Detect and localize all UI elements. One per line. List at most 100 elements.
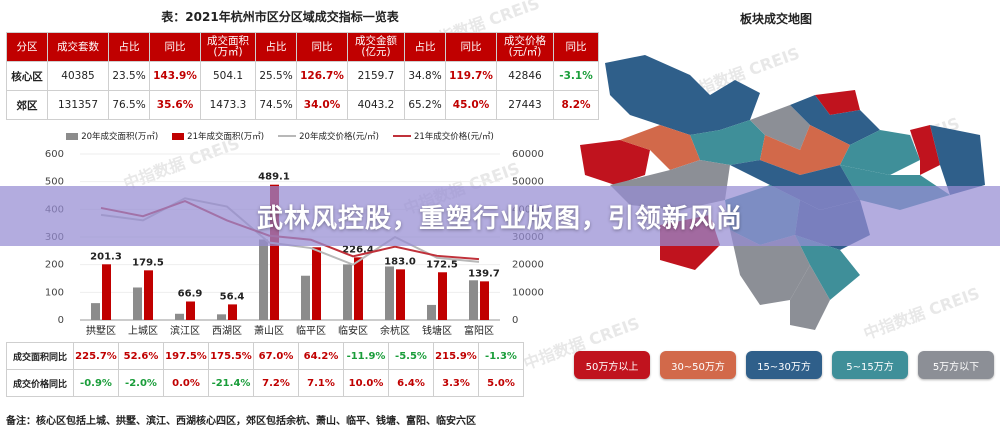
- table-cell: 225.7%: [73, 342, 119, 370]
- bar-2020-area: [91, 303, 100, 320]
- map-legend-item: 30~50万方: [660, 351, 736, 379]
- data-label: 226.4: [342, 244, 374, 255]
- bar-2021-area: [102, 264, 111, 320]
- table-header-row: 分区 成交套数 占比 同比 成交面积(万㎡) 占比 同比 成交金额(亿元) 占比…: [6, 32, 599, 62]
- table-header: 同比: [149, 32, 201, 62]
- y-tick-left: 200: [45, 260, 64, 271]
- table-cell: 52.6%: [118, 342, 164, 370]
- map-region: [930, 125, 985, 195]
- x-tick-label: 上城区: [128, 325, 158, 337]
- summary-table: 分区 成交套数 占比 同比 成交面积(万㎡) 占比 同比 成交金额(亿元) 占比…: [6, 32, 599, 120]
- map-legend-item: 15~30万方: [746, 351, 822, 379]
- table-cell: 35.6%: [149, 90, 201, 120]
- map-region: [815, 90, 860, 115]
- table-cell: 23.5%: [108, 61, 150, 91]
- bar-2021-area: [396, 269, 405, 320]
- data-label: 56.4: [220, 291, 245, 302]
- data-label: 66.9: [178, 288, 203, 299]
- bar-2021-area: [480, 281, 489, 320]
- table-cell: 215.9%: [433, 342, 479, 370]
- legend-label: 21年成交面积(万㎡): [187, 132, 265, 142]
- x-tick-label: 西湖区: [212, 325, 242, 337]
- bar-2021-area: [354, 257, 363, 320]
- map-region: [790, 265, 830, 330]
- table-cell: 74.5%: [255, 90, 297, 120]
- bar-2020-area: [217, 314, 226, 320]
- table-title: 表：2021年杭州市区分区域成交指标一览表: [161, 10, 399, 24]
- bar-2020-area: [301, 275, 310, 320]
- x-tick-label: 富阳区: [464, 324, 494, 337]
- bar-2021-area: [144, 270, 153, 320]
- y-tick-right: 60000: [512, 149, 544, 160]
- table-cell: -2.0%: [118, 369, 164, 397]
- table-cell: 34.8%: [404, 61, 446, 91]
- y-tick-right: 50000: [512, 177, 544, 188]
- map-legend-item: 50万方以上: [574, 351, 650, 379]
- data-label: 489.1: [258, 172, 290, 183]
- y-tick-right: 20000: [512, 260, 544, 271]
- table-cell: 8.2%: [553, 90, 599, 120]
- table-cell: 76.5%: [108, 90, 150, 120]
- map-region: [620, 125, 700, 170]
- table-header: 成交面积(万㎡): [200, 32, 256, 62]
- x-tick-label: 拱墅区: [86, 324, 116, 337]
- yoy-table: 成交面积同比 225.7% 52.6% 197.5% 175.5% 67.0% 64.2%…: [6, 342, 524, 397]
- data-label: 179.5: [132, 257, 164, 268]
- bar-2020-area: [175, 313, 184, 320]
- map-legend-item: 5万方以下: [918, 351, 994, 379]
- table-cell: 25.5%: [255, 61, 297, 91]
- table-cell: 10.0%: [343, 369, 389, 397]
- data-label: 201.3: [90, 251, 122, 262]
- table-cell: 6.4%: [388, 369, 434, 397]
- table-cell: 119.7%: [445, 61, 497, 91]
- table-header: 成交金额(亿元): [347, 32, 405, 62]
- table-cell: -1.3%: [478, 342, 524, 370]
- table-header: 同比: [445, 32, 497, 62]
- x-tick-label: 滨江区: [170, 324, 200, 337]
- legend-item: 21年成交面积(万㎡): [172, 130, 264, 142]
- table-row: 成交价格同比 -0.9% -2.0% 0.0% -21.4% 7.2% 7.1% 10.0%…: [6, 369, 524, 397]
- table-cell: 4043.2: [347, 90, 405, 120]
- footnote: 备注：核心区包括上城、拱墅、滨江、西湖核心四区，郊区包括余杭、萧山、临平、钱塘、…: [6, 416, 476, 427]
- map-region: [910, 125, 940, 175]
- bar-2021-area: [312, 247, 321, 320]
- map-title: 板块成交地图: [740, 12, 813, 26]
- y-tick-right: 10000: [512, 287, 544, 298]
- legend-label: 20年成交价格(元/㎡): [299, 132, 379, 142]
- x-tick-label: 临平区: [296, 324, 326, 337]
- legend-item: 20年成交价格(元/㎡): [278, 130, 379, 142]
- table-row: 郊区 131357 76.5% 35.6% 1473.3 74.5% 34.0%…: [6, 90, 599, 120]
- map-region: [730, 230, 810, 305]
- map-region: [605, 55, 760, 135]
- map-region: [580, 140, 650, 185]
- data-label: 172.5: [426, 259, 458, 270]
- table-cell: 175.5%: [208, 342, 254, 370]
- table-cell: -21.4%: [208, 369, 254, 397]
- table-header: 占比: [108, 32, 150, 62]
- legend-item: 20年成交面积(万㎡): [66, 130, 158, 142]
- table-cell: 2159.7: [347, 61, 405, 91]
- row-header: 成交面积同比: [6, 342, 74, 370]
- map-region: [760, 125, 850, 175]
- map-region: [750, 105, 810, 150]
- legend-label: 20年成交面积(万㎡): [81, 132, 159, 142]
- y-tick-left: 500: [45, 177, 64, 188]
- table-header: 成交套数: [47, 32, 109, 62]
- data-label: 183.0: [384, 256, 416, 267]
- table-cell: 7.2%: [253, 369, 299, 397]
- map-legend: 50万方以上 30~50万方 15~30万方 5~15万方 5万方以下: [574, 351, 994, 379]
- headline-banner: 武林风控股，重塑行业版图，引领新风尚: [0, 186, 1000, 246]
- table-header: 成交价格(元/㎡): [496, 32, 554, 62]
- table-cell: 5.0%: [478, 369, 524, 397]
- table-cell: 131357: [47, 90, 109, 120]
- map-region: [840, 130, 920, 175]
- table-cell: 65.2%: [404, 90, 446, 120]
- x-tick-label: 临安区: [338, 324, 368, 337]
- bar-2020-area: [469, 280, 478, 320]
- table-cell: 64.2%: [298, 342, 344, 370]
- legend-swatch: [278, 135, 297, 137]
- table-header: 同比: [296, 32, 348, 62]
- table-cell: 27443: [496, 90, 554, 120]
- x-tick-label: 萧山区: [254, 325, 284, 337]
- table-cell: 504.1: [200, 61, 256, 91]
